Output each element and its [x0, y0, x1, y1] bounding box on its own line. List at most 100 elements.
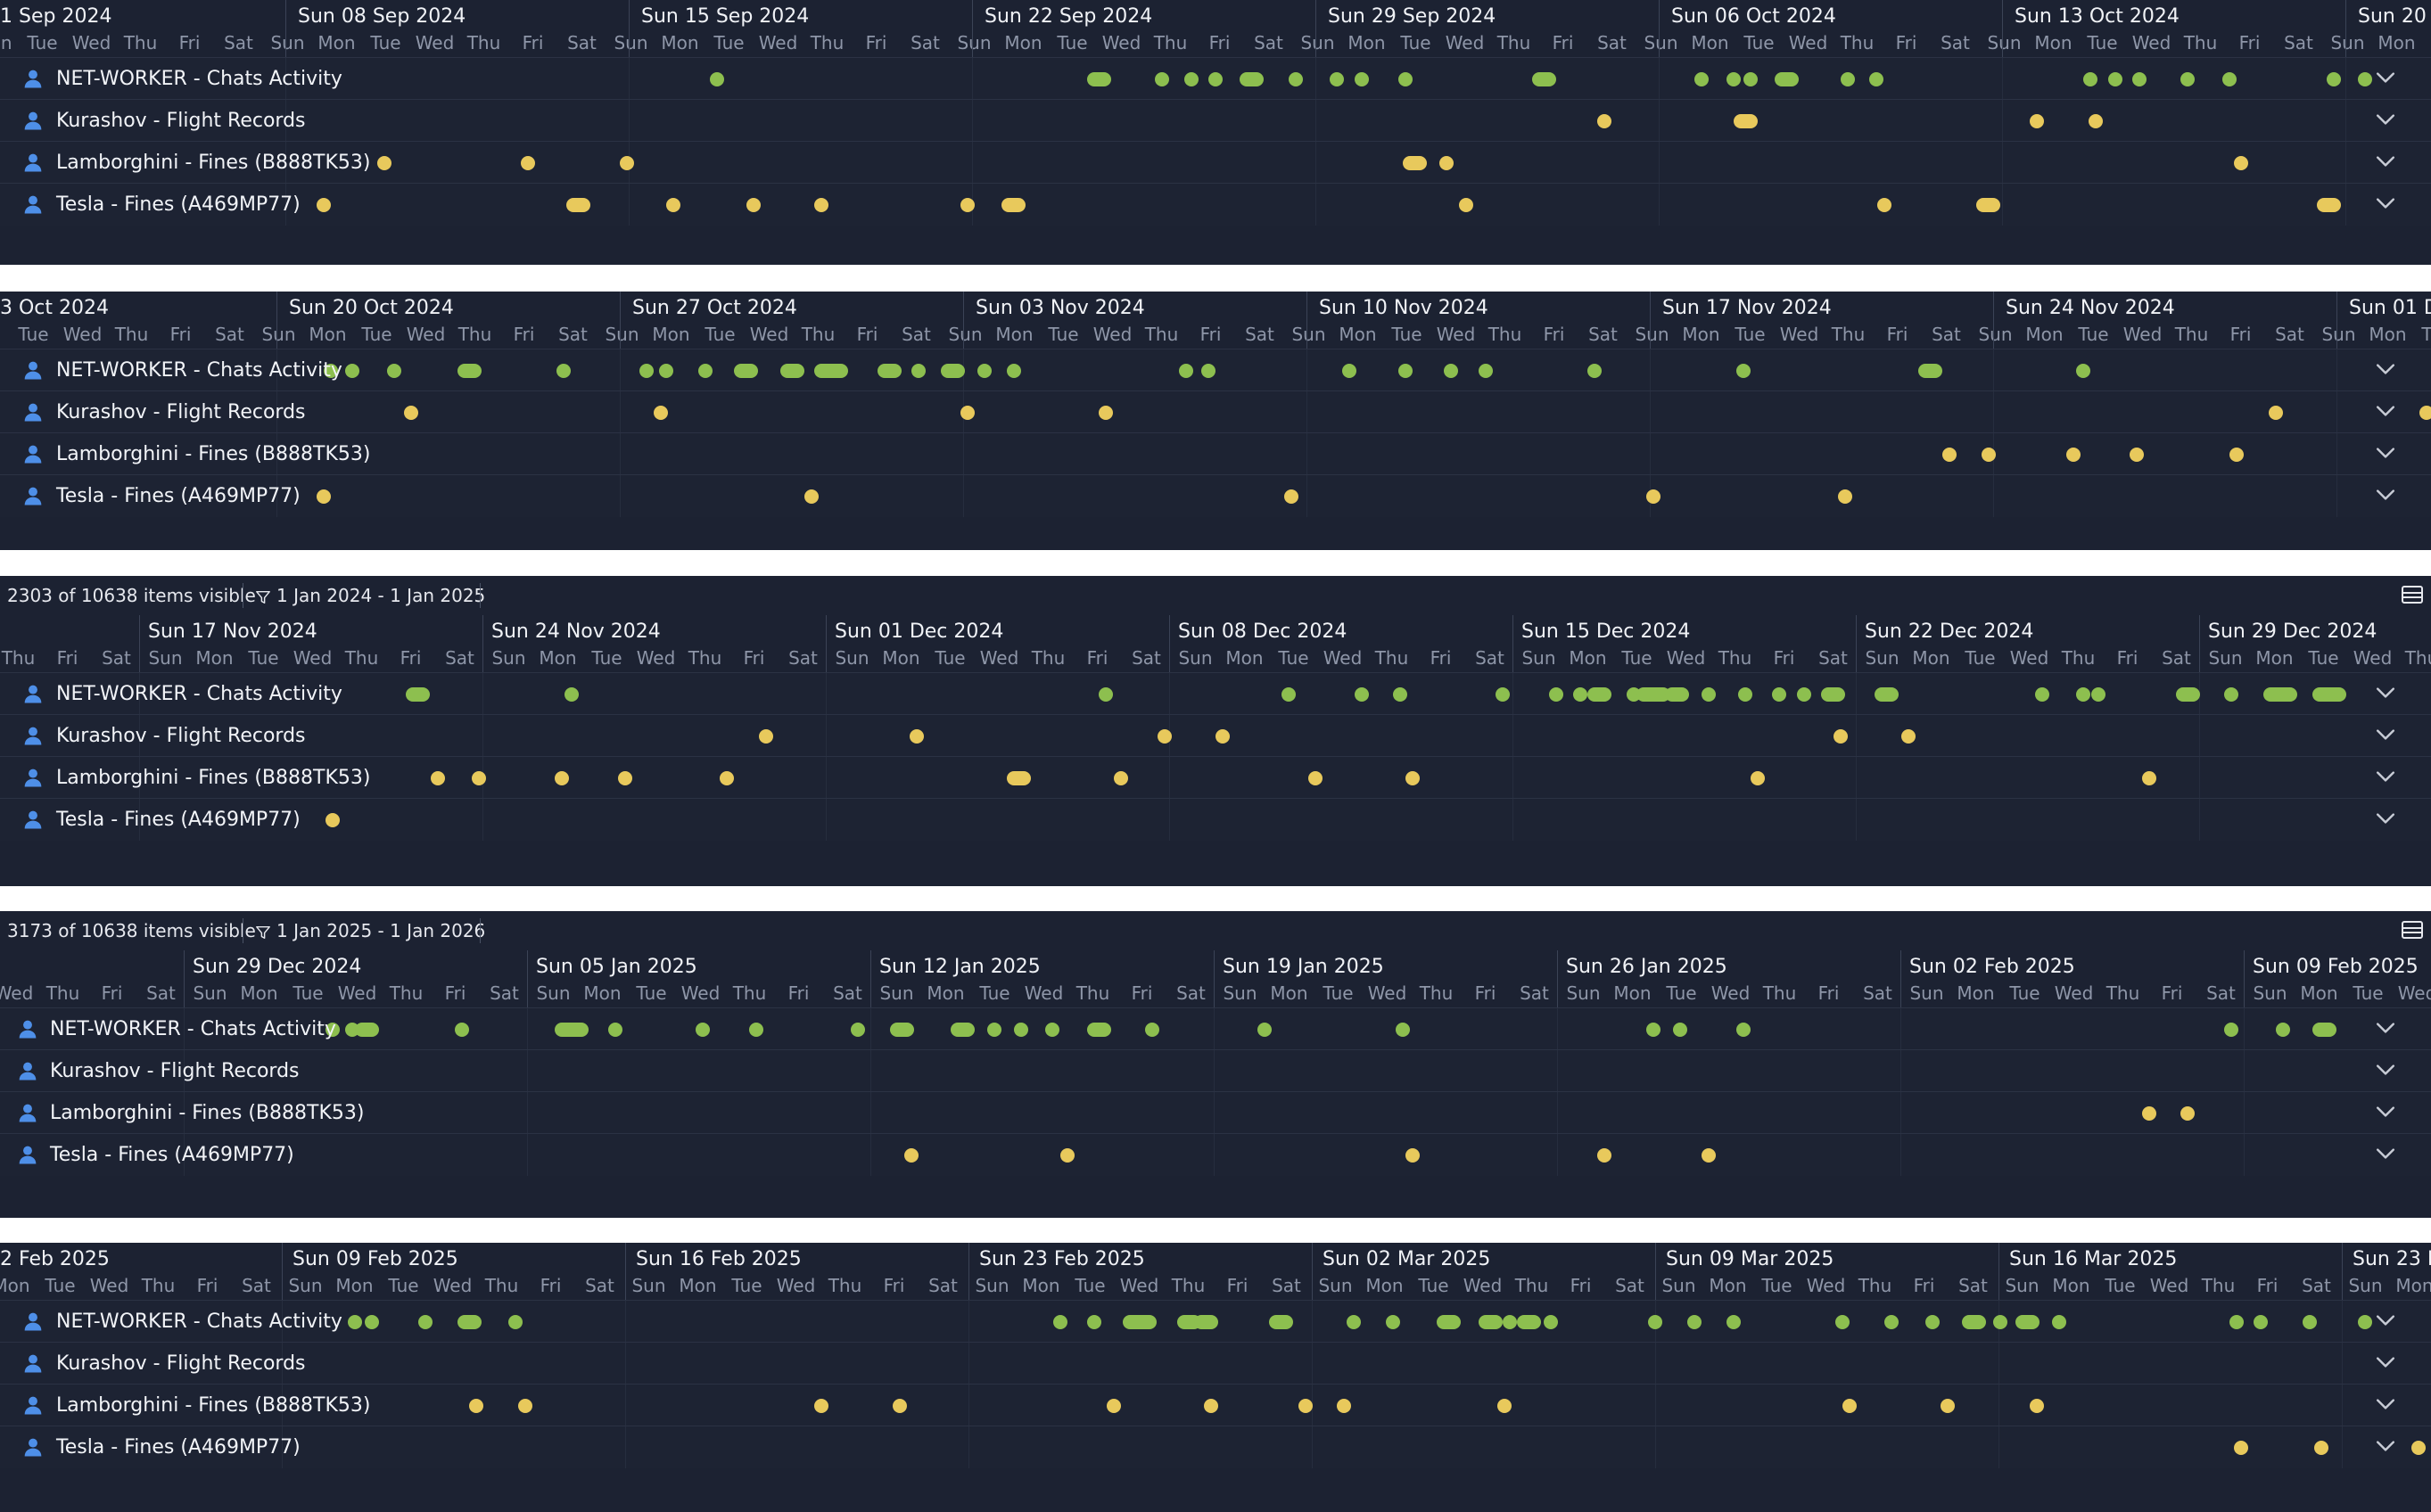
event-dot[interactable]	[1876, 198, 1891, 212]
event-dot[interactable]	[639, 364, 655, 378]
event-dot[interactable]	[1006, 364, 1021, 378]
event-dot[interactable]	[1086, 72, 1111, 86]
event-dot[interactable]	[1743, 72, 1758, 86]
expand-lane-button[interactable]	[2376, 1063, 2395, 1079]
event-dot[interactable]	[326, 1023, 341, 1037]
event-dot[interactable]	[1397, 72, 1413, 86]
event-dot[interactable]	[1354, 687, 1369, 702]
event-dot[interactable]	[1733, 114, 1758, 128]
event-dot[interactable]	[1458, 198, 1473, 212]
event-dot[interactable]	[406, 687, 431, 702]
event-dot[interactable]	[1517, 1315, 1542, 1329]
event-dot[interactable]	[1208, 72, 1223, 86]
event-dot[interactable]	[1444, 364, 1459, 378]
event-dot[interactable]	[2229, 448, 2244, 462]
event-dot[interactable]	[430, 771, 445, 785]
event-dot[interactable]	[2141, 771, 2156, 785]
event-dot[interactable]	[710, 72, 725, 86]
timeline-lane[interactable]: NET-WORKER - Chats Activity	[0, 1300, 2431, 1343]
timeline-lane[interactable]: Kurashov - Flight Records	[0, 714, 2431, 757]
event-dot[interactable]	[911, 364, 927, 378]
event-dot[interactable]	[1385, 1315, 1400, 1329]
event-dot[interactable]	[904, 1148, 919, 1163]
event-dot[interactable]	[2030, 114, 2045, 128]
event-dot[interactable]	[556, 364, 572, 378]
event-dot[interactable]	[2229, 1315, 2244, 1329]
event-dot[interactable]	[517, 1399, 532, 1413]
expand-lane-button[interactable]	[2376, 727, 2395, 744]
event-dot[interactable]	[1393, 687, 1408, 702]
event-dot[interactable]	[418, 1315, 433, 1329]
event-dot[interactable]	[2275, 1023, 2290, 1037]
layout-toggle-button[interactable]	[2401, 920, 2424, 941]
event-dot[interactable]	[1735, 364, 1751, 378]
timeline-lane[interactable]: Lamborghini - Fines (B888TK53)	[0, 756, 2431, 799]
event-dot[interactable]	[2130, 448, 2145, 462]
event-dot[interactable]	[2224, 687, 2239, 702]
event-dot[interactable]	[780, 364, 805, 378]
layout-toggle-button[interactable]	[2401, 585, 2424, 606]
event-dot[interactable]	[746, 198, 762, 212]
timeline-lane[interactable]: Kurashov - Flight Records	[0, 390, 2431, 433]
event-dot[interactable]	[889, 1023, 914, 1037]
event-dot[interactable]	[1645, 1023, 1660, 1037]
event-dot[interactable]	[2312, 687, 2346, 702]
event-dot[interactable]	[2051, 1315, 2066, 1329]
event-dot[interactable]	[878, 364, 902, 378]
event-dot[interactable]	[1636, 687, 1670, 702]
event-dot[interactable]	[1405, 1148, 1420, 1163]
event-dot[interactable]	[2234, 1441, 2249, 1455]
event-dot[interactable]	[1587, 364, 1603, 378]
event-dot[interactable]	[892, 1399, 907, 1413]
event-dot[interactable]	[1052, 1315, 1067, 1329]
event-dot[interactable]	[1775, 72, 1800, 86]
timeline-lane[interactable]: Tesla - Fines (A469MP77)	[0, 1426, 2431, 1468]
event-dot[interactable]	[2034, 687, 2049, 702]
event-dot[interactable]	[695, 1023, 710, 1037]
event-dot[interactable]	[1341, 364, 1356, 378]
event-dot[interactable]	[734, 364, 759, 378]
expand-lane-button[interactable]	[2376, 1397, 2395, 1413]
event-dot[interactable]	[814, 198, 829, 212]
event-dot[interactable]	[2088, 114, 2103, 128]
event-dot[interactable]	[403, 406, 418, 420]
event-dot[interactable]	[326, 813, 341, 827]
event-dot[interactable]	[1645, 489, 1660, 504]
timeline-lane[interactable]: Kurashov - Flight Records	[0, 1342, 2431, 1385]
event-dot[interactable]	[1942, 448, 1957, 462]
event-dot[interactable]	[1145, 1023, 1160, 1037]
event-dot[interactable]	[1099, 406, 1114, 420]
event-dot[interactable]	[1917, 364, 1942, 378]
event-dot[interactable]	[1833, 729, 1848, 744]
event-dot[interactable]	[1665, 687, 1690, 702]
event-dot[interactable]	[2180, 72, 2196, 86]
event-dot[interactable]	[1086, 1023, 1111, 1037]
event-dot[interactable]	[1179, 364, 1194, 378]
event-dot[interactable]	[1307, 771, 1323, 785]
event-dot[interactable]	[758, 729, 773, 744]
event-dot[interactable]	[1772, 687, 1787, 702]
event-dot[interactable]	[2175, 687, 2200, 702]
event-dot[interactable]	[941, 364, 966, 378]
event-dot[interactable]	[1113, 771, 1128, 785]
expand-lane-button[interactable]	[2376, 362, 2395, 378]
timeline-lane[interactable]: NET-WORKER - Chats Activity	[0, 1007, 2431, 1050]
event-dot[interactable]	[960, 406, 975, 420]
event-dot[interactable]	[1502, 1315, 1517, 1329]
event-dot[interactable]	[720, 771, 735, 785]
event-dot[interactable]	[666, 198, 681, 212]
expand-lane-button[interactable]	[2376, 446, 2395, 462]
event-dot[interactable]	[1835, 1315, 1850, 1329]
event-dot[interactable]	[2419, 406, 2431, 420]
event-dot[interactable]	[1702, 687, 1717, 702]
timeline-lane[interactable]: Kurashov - Flight Records	[0, 1049, 2431, 1092]
event-dot[interactable]	[1869, 72, 1884, 86]
expand-lane-button[interactable]	[2376, 811, 2395, 827]
event-dot[interactable]	[2262, 687, 2297, 702]
event-dot[interactable]	[1497, 1399, 1512, 1413]
timeline-lane[interactable]: Lamborghini - Fines (B888TK53)	[0, 1091, 2431, 1134]
event-dot[interactable]	[1155, 72, 1170, 86]
expand-lane-button[interactable]	[2376, 1439, 2395, 1455]
event-dot[interactable]	[1738, 687, 1753, 702]
event-dot[interactable]	[1006, 771, 1031, 785]
